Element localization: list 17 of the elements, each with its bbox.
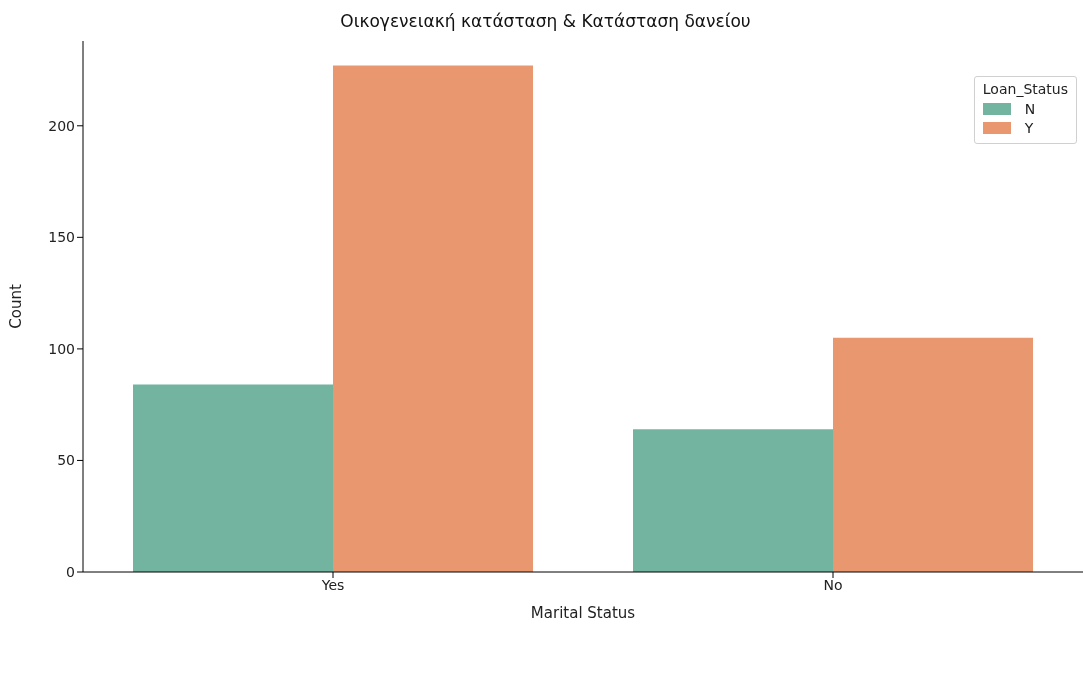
- x-tick-label: Yes: [320, 576, 345, 593]
- y-tick-label: 0: [66, 563, 75, 580]
- x-axis-title: Marital Status: [530, 604, 636, 622]
- y-axis-title: Count: [7, 284, 26, 329]
- y-tick-label: 50: [57, 452, 75, 469]
- legend-title: Loan_Status: [982, 81, 1068, 97]
- bar: [833, 337, 1033, 572]
- chart-title: Οικογενειακή κατάσταση & Κατάσταση δανείου: [339, 10, 752, 33]
- bar: [333, 65, 533, 572]
- x-tick-label: No: [823, 576, 843, 593]
- bar: [633, 429, 833, 572]
- legend-label: N: [1024, 101, 1036, 117]
- bar: [133, 384, 333, 572]
- y-tick-label: 200: [48, 117, 75, 134]
- legend-label: Y: [1024, 120, 1034, 136]
- y-tick-label: 100: [48, 340, 75, 357]
- y-tick-label: 150: [48, 229, 75, 246]
